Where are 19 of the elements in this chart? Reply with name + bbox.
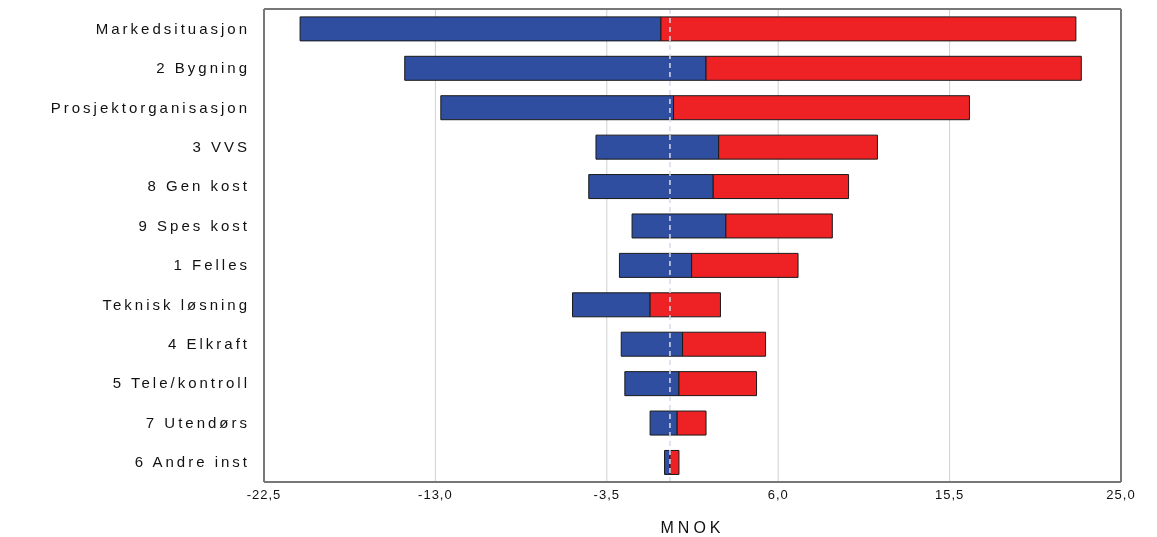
y-tick-label: Teknisk løsning <box>102 295 250 313</box>
y-tick-label: 7 Utendørs <box>145 413 250 431</box>
y-tick-label: 3 VVS <box>192 137 250 155</box>
x-tick-label: 15,5 <box>934 487 965 503</box>
y-tick-label: 1 Felles <box>173 256 250 274</box>
y-tick-label: Markedsituasjon <box>95 19 250 37</box>
x-tick-label: 25,0 <box>1106 487 1136 503</box>
y-tick-label: 5 Tele/kontroll <box>112 374 250 392</box>
x-axis-title: MNOK <box>660 519 725 536</box>
x-tick-label: 6,0 <box>767 487 789 503</box>
y-tick-label: Prosjektorganisasjon <box>50 98 250 116</box>
y-tick-label: 8 Gen kost <box>147 177 250 195</box>
x-tick-label: -3,5 <box>593 487 620 503</box>
y-tick-label: 9 Spes kost <box>138 216 250 234</box>
y-tick-label: 2 Bygning <box>156 59 250 77</box>
x-tick-label: -13,0 <box>418 487 453 503</box>
y-tick-label: 4 Elkraft <box>167 335 250 353</box>
x-tick-label: -22,5 <box>246 487 282 503</box>
y-tick-label: 6 Andre inst <box>134 453 250 471</box>
